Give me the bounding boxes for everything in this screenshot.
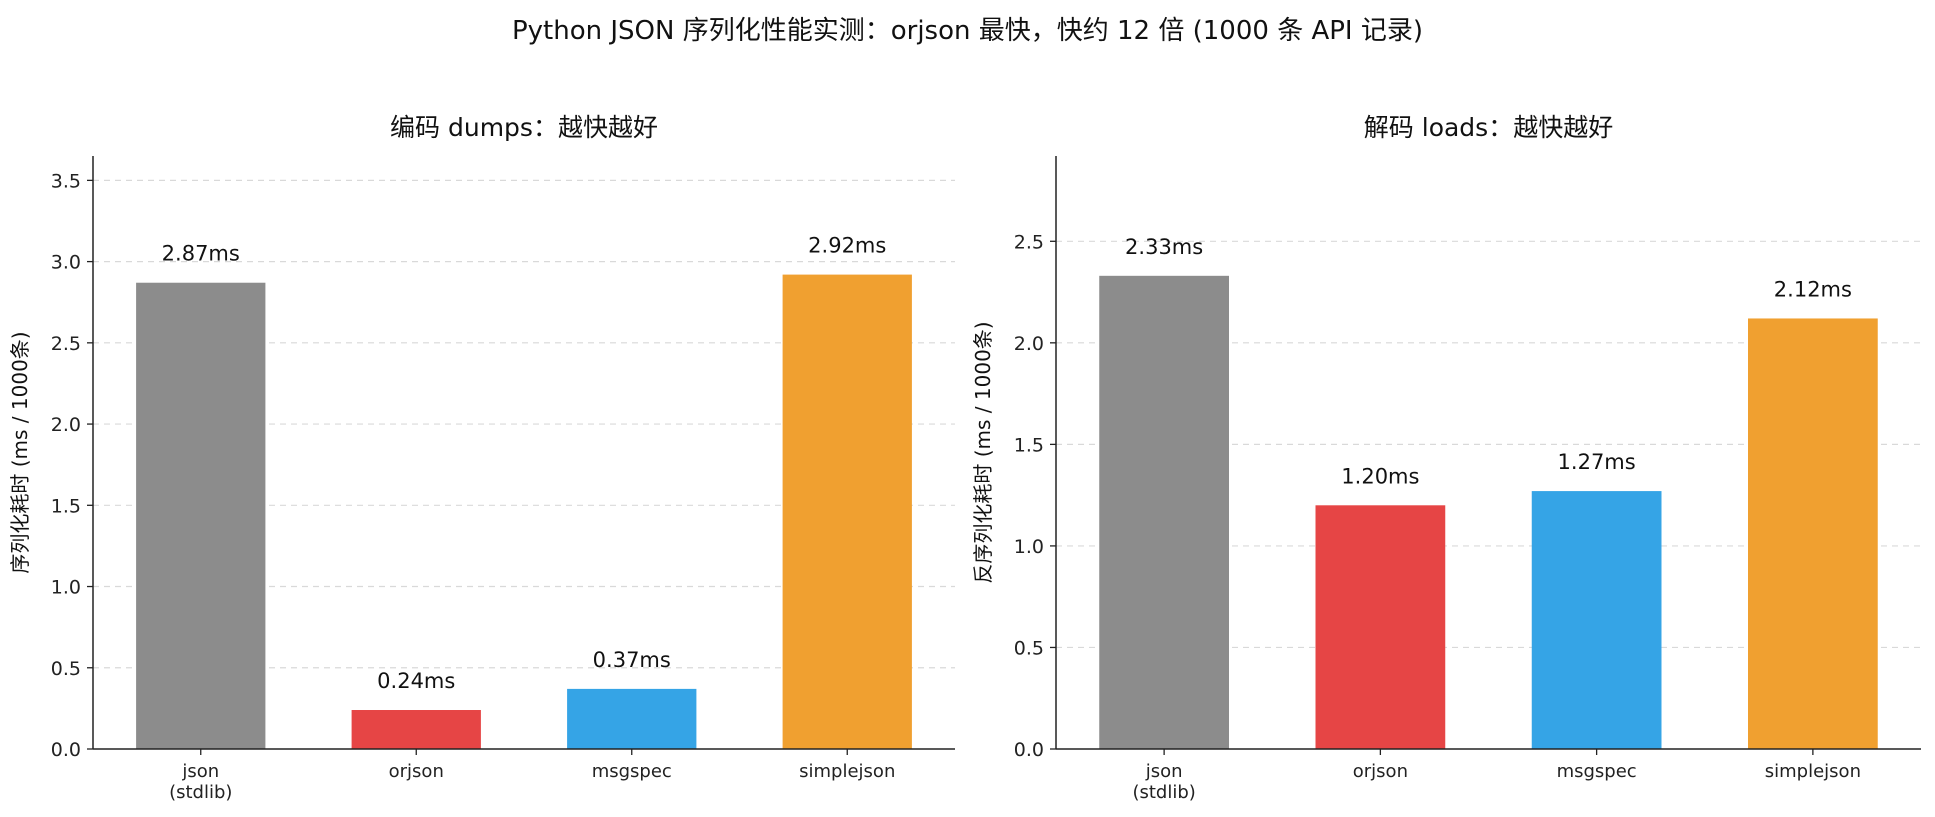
bar-simplejson — [1748, 318, 1878, 749]
bar-value-label: 2.33ms — [1125, 235, 1203, 259]
x-tick-label: json — [181, 761, 219, 782]
bar-value-label: 0.24ms — [377, 669, 455, 693]
x-tick-label: simplejson — [1765, 761, 1861, 782]
y-tick-label: 1.5 — [51, 495, 81, 517]
panel-title: 解码 loads：越快越好 — [1364, 113, 1613, 142]
bar-json — [136, 282, 266, 749]
x-tick-label: json — [1145, 761, 1183, 782]
bar-value-label: 2.87ms — [162, 242, 240, 266]
bar-value-label: 1.27ms — [1558, 450, 1636, 474]
bar-value-label: 2.92ms — [808, 234, 886, 258]
y-tick-label: 2.0 — [1014, 333, 1044, 355]
y-tick-label: 0.0 — [1014, 739, 1044, 761]
x-tick-label: orjson — [1353, 761, 1408, 782]
y-tick-label: 3.0 — [51, 252, 81, 274]
x-tick-label: msgspec — [592, 761, 672, 782]
y-tick-label: 0.5 — [1014, 637, 1044, 659]
x-tick-label: (stdlib) — [169, 782, 232, 803]
y-tick-label: 2.5 — [1014, 231, 1044, 253]
x-tick-label: msgspec — [1557, 761, 1637, 782]
y-tick-label: 0.0 — [51, 739, 81, 761]
y-tick-label: 1.0 — [51, 577, 81, 599]
bar-orjson — [351, 710, 481, 749]
y-tick-label: 0.5 — [51, 658, 81, 680]
y-tick-label: 3.5 — [51, 170, 81, 192]
x-tick-label: orjson — [389, 761, 444, 782]
bar-orjson — [1315, 505, 1446, 749]
x-tick-label: simplejson — [799, 761, 895, 782]
bar-value-label: 2.12ms — [1774, 277, 1852, 301]
panel-title: 编码 dumps：越快越好 — [390, 113, 658, 142]
y-tick-label: 1.5 — [1014, 434, 1044, 456]
y-axis-label: 序列化耗时 (ms / 1000条) — [8, 331, 32, 573]
figure-suptitle: Python JSON 序列化性能实测：orjson 最快，快约 12 倍 (1… — [511, 16, 1424, 46]
x-tick-label: (stdlib) — [1132, 782, 1195, 803]
bar-json — [1099, 275, 1229, 749]
bar-msgspec — [1531, 491, 1662, 749]
y-tick-label: 2.5 — [51, 333, 81, 355]
bar-value-label: 1.20ms — [1341, 464, 1419, 488]
bar-simplejson — [782, 274, 912, 749]
bar-msgspec — [567, 688, 697, 749]
bar-value-label: 0.37ms — [593, 648, 671, 672]
y-axis-label: 反序列化耗时 (ms / 1000条) — [971, 321, 995, 583]
y-tick-label: 1.0 — [1014, 536, 1044, 558]
y-tick-label: 2.0 — [51, 414, 81, 436]
